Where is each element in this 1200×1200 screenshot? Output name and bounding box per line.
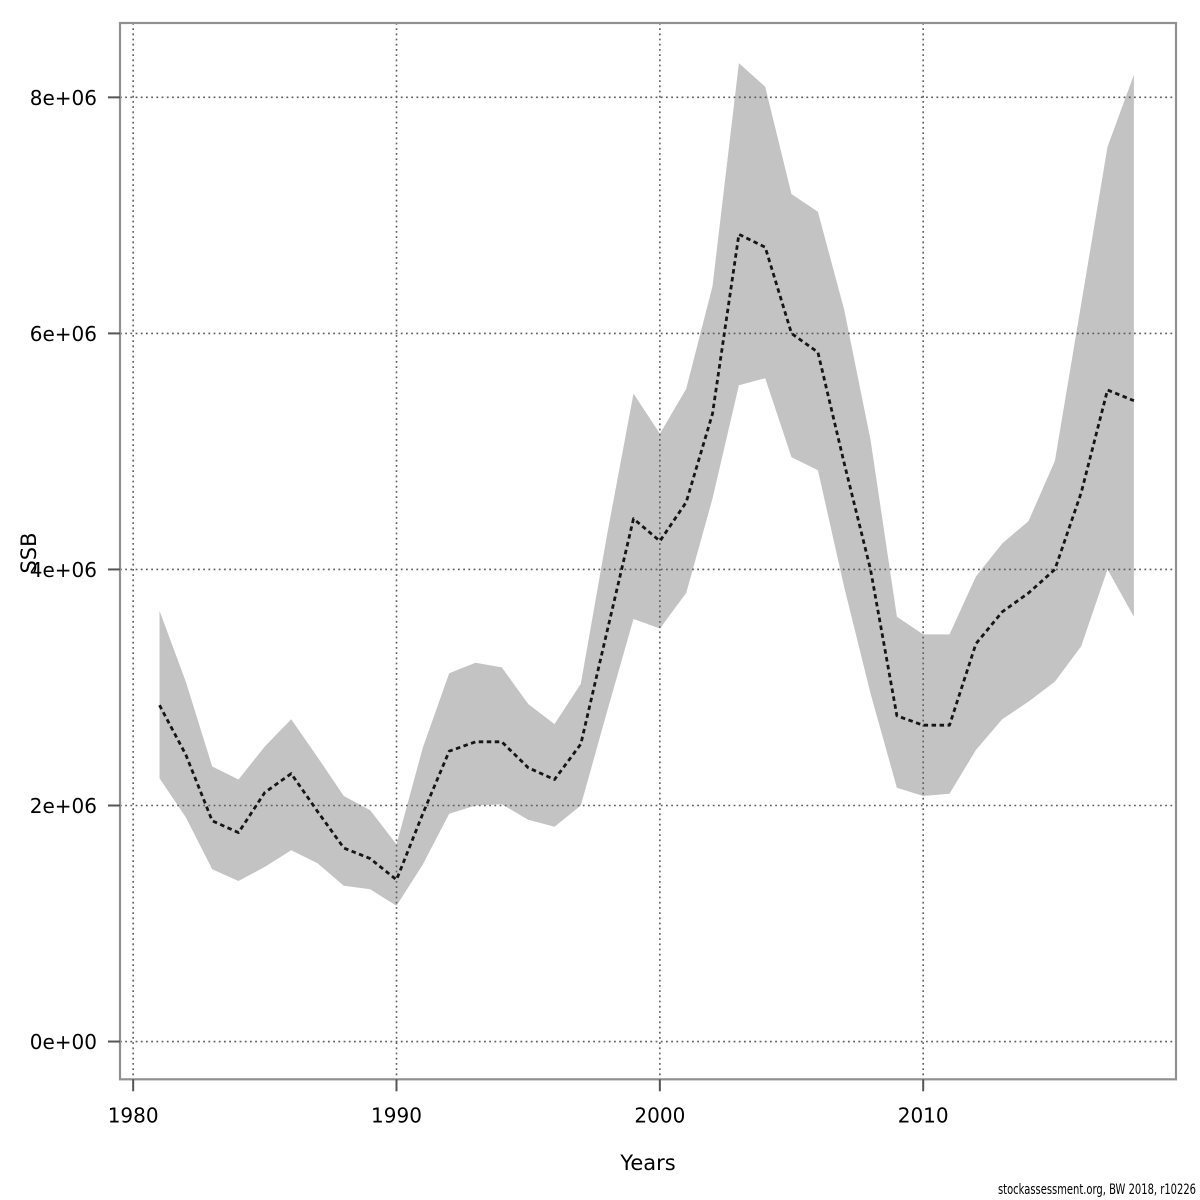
watermark-text: stockassessment.org, BW 2018, r10226 <box>998 1182 1196 1198</box>
y-tick-label: 2e+06 <box>30 794 97 818</box>
x-tick-label: 1990 <box>371 1103 422 1127</box>
y-tick-label: 0e+00 <box>30 1030 97 1054</box>
x-tick-label: 2010 <box>898 1103 949 1127</box>
y-tick-label: 4e+06 <box>30 558 97 582</box>
x-tick-label: 2000 <box>634 1103 685 1127</box>
chart-layer: 0e+00 2e+06 4e+06 6e+06 8e+06 1980 1990 2000 201… <box>30 21 1178 1127</box>
plot-border <box>118 21 1178 1081</box>
y-tick-label: 8e+06 <box>30 86 97 110</box>
confidence-band-area <box>159 63 1134 906</box>
y-axis-title: SSB <box>17 532 41 573</box>
y-tick-label: 6e+06 <box>30 322 97 346</box>
ssb-estimate-line <box>158 232 1135 882</box>
x-axis-title: Years <box>619 1151 675 1175</box>
x-tick-label: 1980 <box>108 1103 159 1127</box>
